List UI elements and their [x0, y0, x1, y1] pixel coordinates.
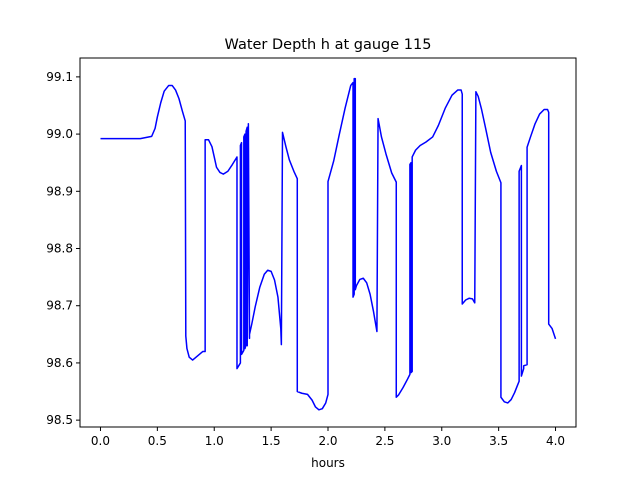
x-tick-label: 3.5: [489, 434, 508, 448]
x-tick-label: 3.0: [432, 434, 451, 448]
x-tick-label: 1.0: [205, 434, 224, 448]
x-tick-label: 2.0: [318, 434, 337, 448]
y-tick-label: 98.6: [46, 356, 73, 370]
x-tick-label: 0.0: [91, 434, 110, 448]
y-tick-label: 98.9: [46, 184, 73, 198]
x-tick-label: 0.5: [148, 434, 167, 448]
y-tick-label: 99.1: [46, 70, 73, 84]
series-layer: [100, 77, 557, 411]
y-tick-label: 98.5: [46, 413, 73, 427]
y-axis: 98.5 98.6 98.7 98.8 98.9 99.0 99.1: [46, 70, 80, 427]
chart-title: Water Depth h at gauge 115: [225, 37, 432, 53]
x-tick-label: 4.0: [546, 434, 565, 448]
x-tick-label: 2.5: [375, 434, 394, 448]
y-tick-label: 98.8: [46, 242, 73, 256]
x-axis: 0.0 0.5 1.0 1.5 2.0 2.5 3.0 3.5 4.0: [91, 427, 565, 448]
series-line-0: [100, 77, 557, 411]
y-tick-label: 98.7: [46, 299, 73, 313]
y-tick-label: 99.0: [46, 127, 73, 141]
x-axis-label: hours: [311, 456, 345, 470]
x-tick-label: 1.5: [262, 434, 281, 448]
